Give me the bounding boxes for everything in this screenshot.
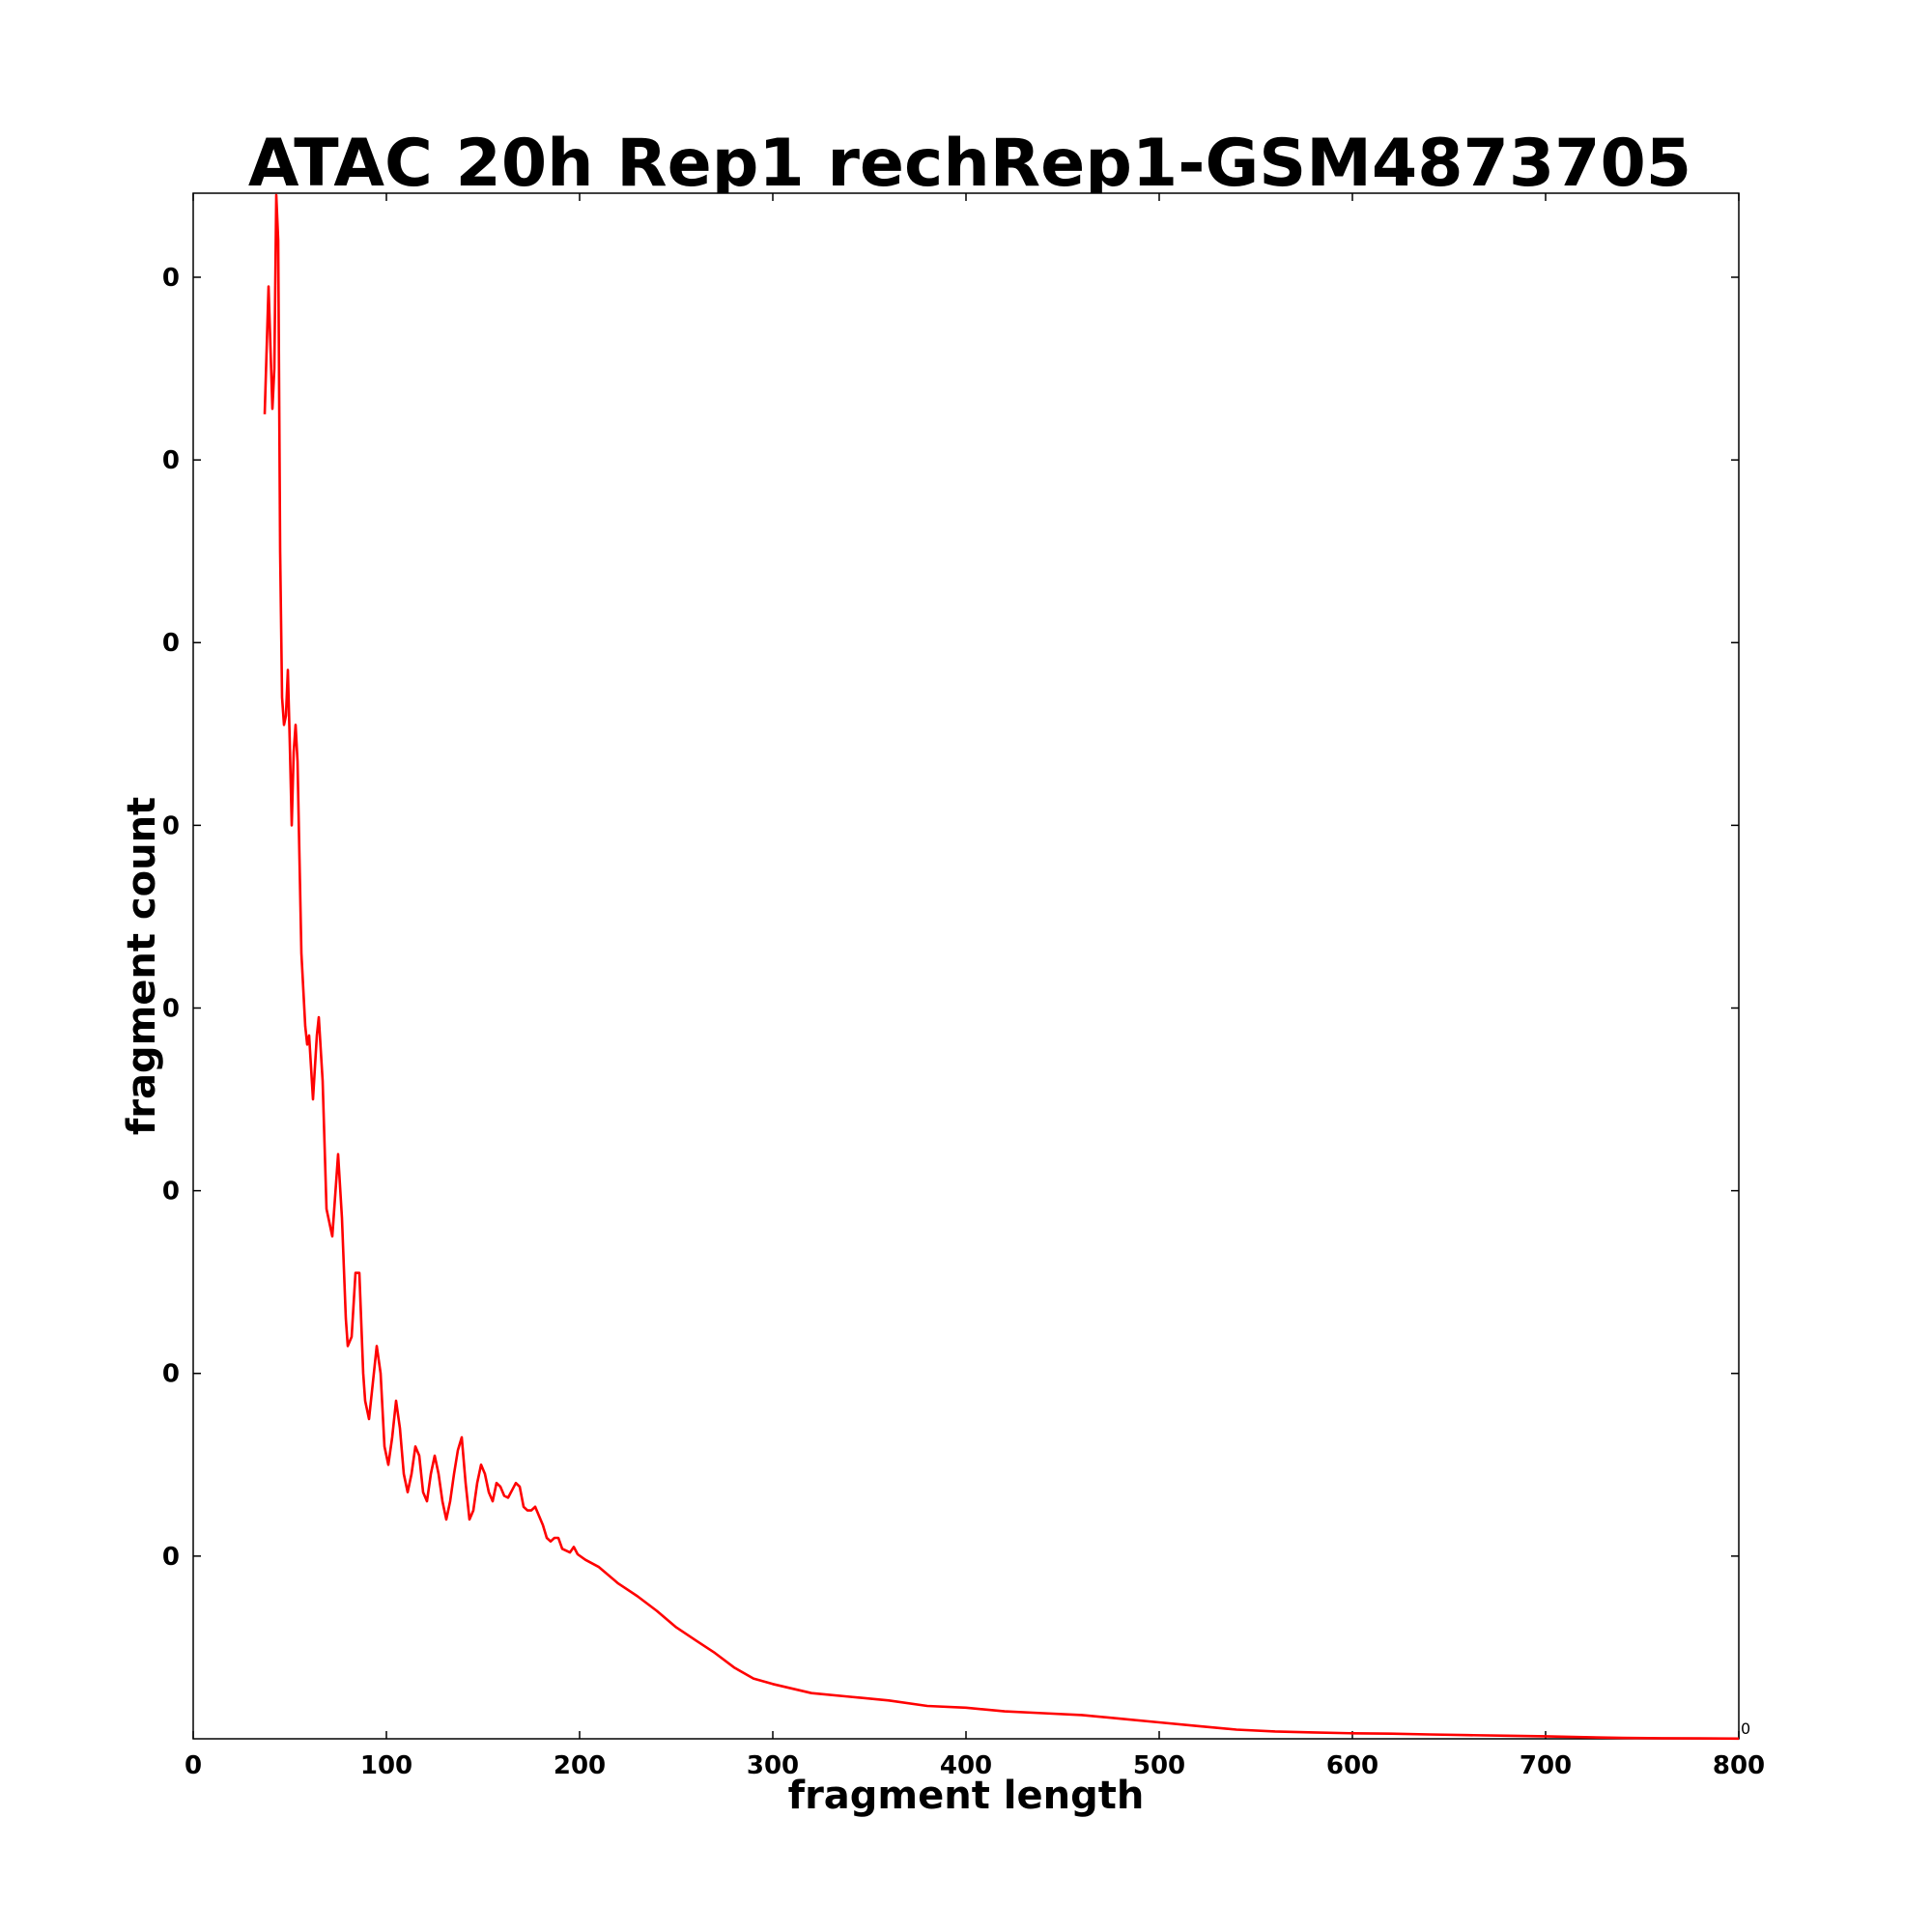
y-axis: 0 0 0 0 0 0 0 0 <box>162 264 1739 1572</box>
y-tick-label: 0 <box>162 1360 180 1389</box>
y-tick-label: 0 <box>162 629 180 658</box>
plot-area <box>192 192 1740 1740</box>
y-tick-label: 0 <box>162 811 180 840</box>
x-tick-label: 800 <box>1713 1751 1765 1780</box>
y-tick-label: 0 <box>162 446 180 475</box>
x-tick-label: 0 <box>185 1751 202 1780</box>
x-axis: 0 100 200 300 400 500 600 700 800 <box>185 193 1765 1780</box>
y-axis-title: fragment count <box>120 797 164 1135</box>
series-line <box>263 193 1740 1741</box>
y-tick-label: 0 <box>162 264 180 293</box>
x-tick-label: 700 <box>1520 1751 1572 1780</box>
y-tick-label: 0 <box>162 1543 180 1572</box>
y-tick-label: 0 <box>162 1178 180 1207</box>
x-tick-label: 300 <box>747 1751 799 1780</box>
y-offset-label: 0 <box>1741 1719 1750 1738</box>
y-tick-label: 0 <box>162 994 180 1023</box>
x-tick-label: 100 <box>360 1751 412 1780</box>
x-tick-label: 500 <box>1133 1751 1185 1780</box>
x-tick-label: 400 <box>940 1751 992 1780</box>
x-tick-label: 200 <box>554 1751 606 1780</box>
chart-title: ATAC 20h Rep1 rechRep1-GSM4873705 <box>248 126 1691 202</box>
x-axis-title: fragment length <box>788 1774 1145 1818</box>
x-tick-label: 600 <box>1326 1751 1378 1780</box>
